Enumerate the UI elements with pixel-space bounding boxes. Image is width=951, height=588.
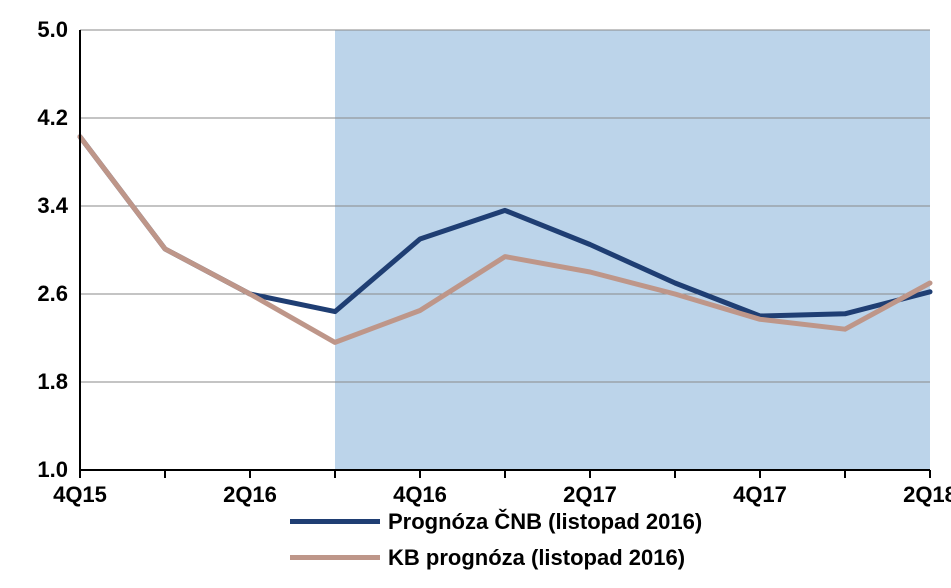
y-tick-label: 4.2 xyxy=(37,105,68,131)
y-tick-label: 3.4 xyxy=(37,193,68,219)
legend-item-1: KB prognóza (listopad 2016) xyxy=(290,545,685,571)
y-tick-label: 1.0 xyxy=(37,457,68,483)
x-tick-label: 4Q16 xyxy=(370,482,470,508)
x-tick-label: 2Q16 xyxy=(200,482,300,508)
y-tick-label: 5.0 xyxy=(37,17,68,43)
legend-label: KB prognóza (listopad 2016) xyxy=(388,545,685,571)
forecast-shaded-region xyxy=(335,30,930,470)
x-tick-label: 4Q17 xyxy=(710,482,810,508)
x-tick-label: 2Q18 xyxy=(880,482,951,508)
y-tick-label: 1.8 xyxy=(37,369,68,395)
y-tick-label: 2.6 xyxy=(37,281,68,307)
x-tick-label: 2Q17 xyxy=(540,482,640,508)
x-tick-label: 4Q15 xyxy=(30,482,130,508)
legend-label: Prognóza ČNB (listopad 2016) xyxy=(388,509,702,535)
legend-item-0: Prognóza ČNB (listopad 2016) xyxy=(290,509,702,535)
legend-swatch xyxy=(290,555,380,560)
legend-swatch xyxy=(290,519,380,524)
